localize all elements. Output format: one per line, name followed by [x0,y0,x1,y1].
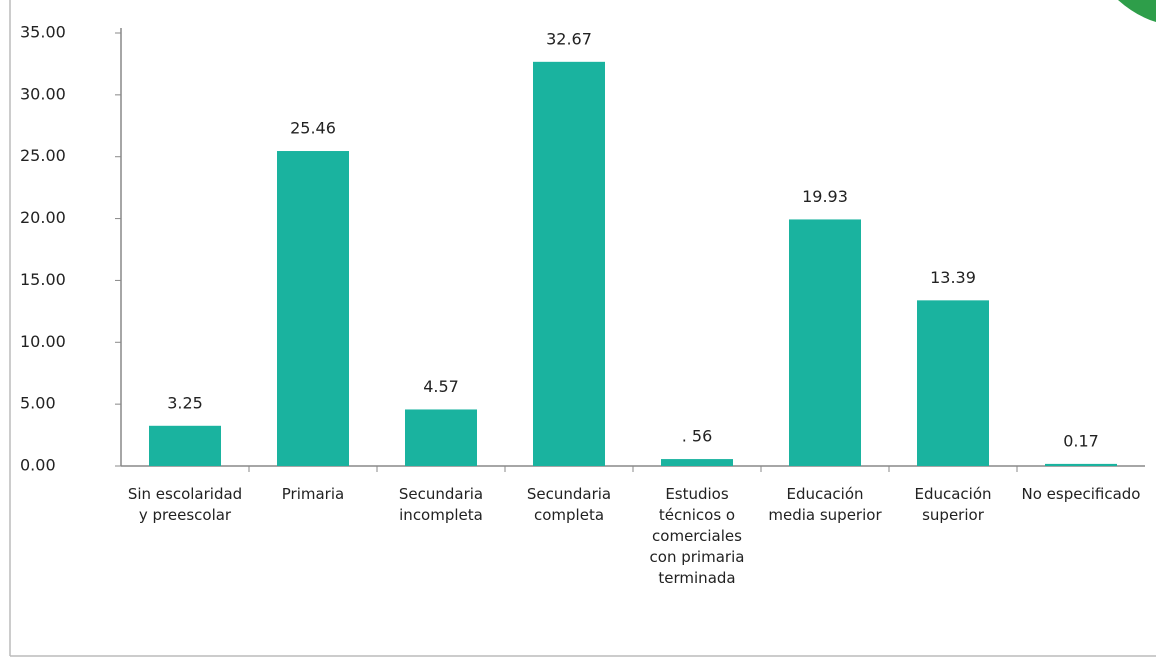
bar [405,409,477,466]
y-tick-label: 0.00 [20,456,56,475]
y-tick-label: 20.00 [20,208,66,227]
y-tick-label: 30.00 [20,84,66,103]
bar [533,61,605,466]
x-tick-label: Educación media superior [768,485,882,524]
bar [277,151,349,466]
bar [789,219,861,466]
bar [149,425,221,466]
bar [1045,463,1117,466]
x-tick-label: Sin escolaridad y preescolar [128,485,242,524]
x-tick-label: Educación superior [914,485,991,524]
value-label: 13.39 [930,268,976,287]
x-tick-label: Estudios técnicos o comerciales con primari… [650,485,745,587]
value-label: . 56 [682,427,713,446]
y-tick-label: 25.00 [20,146,66,165]
value-label: 0.17 [1063,431,1099,450]
value-label: 32.67 [546,29,592,48]
x-tick-label: Primaria [282,485,344,503]
value-label: 25.46 [290,119,336,138]
y-tick-label: 35.00 [20,23,66,42]
x-tick-label: No especificado [1022,485,1141,503]
x-tick-label: Secundaria completa [527,485,611,524]
bar [917,300,989,466]
corner-decoration [1118,0,1156,22]
value-label: 3.25 [167,393,203,412]
y-tick-label: 10.00 [20,332,66,351]
y-tick-label: 15.00 [20,270,66,289]
value-label: 4.57 [423,377,459,396]
x-tick-label: Secundaria incompleta [399,485,483,524]
value-label: 19.93 [802,187,848,206]
bar [661,459,733,466]
y-tick-label: 5.00 [20,394,56,413]
